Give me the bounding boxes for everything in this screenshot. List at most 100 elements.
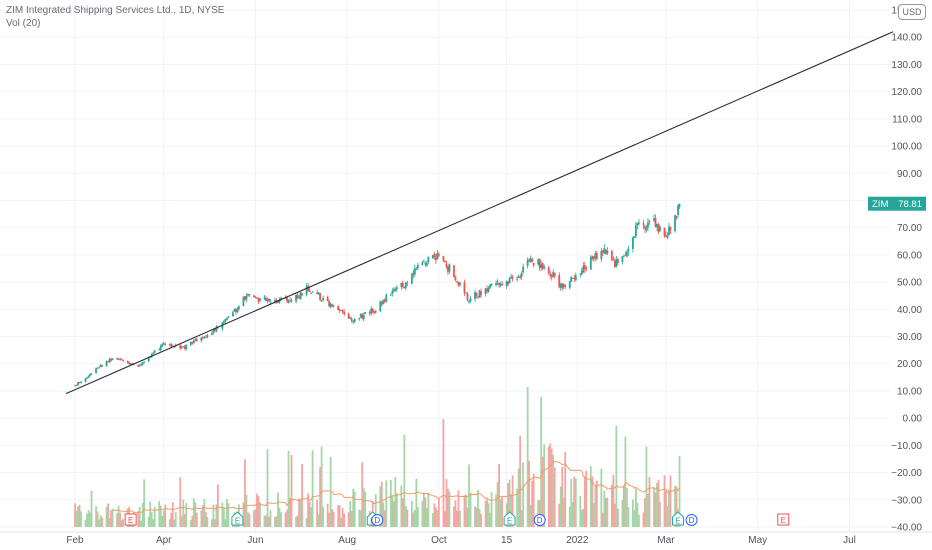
candle-body [675, 216, 678, 218]
volume-bar [195, 512, 198, 527]
candle-body [465, 292, 467, 294]
dividend-marker[interactable]: D [371, 514, 384, 526]
candle-body [152, 352, 155, 354]
volume-bar [105, 506, 108, 527]
volume-bar [98, 519, 100, 527]
dividend-marker[interactable]: D [685, 514, 698, 526]
volume-bar [656, 482, 658, 527]
y-tick-label: 140.00 [891, 33, 922, 44]
candle-body [99, 364, 102, 368]
candle-body [101, 365, 103, 367]
volume-indicator-label[interactable]: Vol (20) [6, 18, 41, 29]
time-axis[interactable]: Feb Apr Jun Aug Oct 15 2022 Mar May Jul [0, 531, 932, 546]
y-tick-label: 70.00 [897, 223, 922, 234]
volume-bar [87, 510, 90, 527]
candle-body [594, 253, 597, 258]
candle-body [247, 294, 249, 296]
candle-body [131, 363, 134, 365]
volume-bar [331, 509, 334, 527]
dividend-marker-label: D [537, 516, 543, 525]
volume-bar [253, 510, 255, 527]
volume-bar [328, 512, 331, 527]
candle-body [656, 223, 658, 228]
candle-body [410, 273, 413, 284]
candle-body [159, 345, 162, 351]
volume-bar [383, 510, 386, 527]
volume-bar [615, 425, 618, 527]
earnings-marker[interactable]: E [503, 511, 516, 526]
volume-bar [595, 480, 598, 527]
candle-body [257, 298, 260, 302]
candle-body [222, 321, 225, 323]
volume-bar [301, 463, 303, 527]
earnings-marker[interactable]: E [777, 513, 790, 526]
candle-body [478, 290, 481, 298]
candle-body [520, 273, 523, 278]
candle-body [529, 258, 532, 263]
candle-body [400, 282, 403, 287]
candle-body [242, 296, 245, 306]
candle-body [571, 277, 574, 279]
earnings-marker[interactable]: E [672, 511, 685, 526]
candle-body [511, 277, 514, 279]
y-tick-label: 30.00 [897, 332, 922, 343]
volume-bar [280, 512, 282, 527]
earnings-marker[interactable]: E [231, 511, 244, 526]
volume-bar [585, 470, 588, 527]
volume-bar [448, 491, 451, 527]
candle-body [433, 254, 436, 258]
currency-button[interactable]: USD [898, 4, 926, 20]
earnings-marker[interactable]: E [124, 513, 137, 526]
candle-body [469, 298, 472, 302]
candle-body [392, 289, 395, 292]
candlestick-series[interactable] [74, 203, 681, 387]
y-tick-label: −30.00 [891, 495, 922, 506]
volume-bar [266, 448, 269, 527]
x-tick-label: Jun [247, 535, 263, 546]
trendline[interactable] [65, 31, 894, 395]
candle-body [657, 224, 660, 233]
earnings-marker-label: E [128, 516, 133, 525]
candle-body [329, 303, 332, 307]
candle-body [401, 282, 404, 287]
candle-body [444, 260, 446, 263]
candle-body [137, 365, 140, 367]
volume-bar [416, 506, 419, 527]
dividend-marker[interactable]: D [533, 514, 546, 526]
x-tick-label: 2022 [566, 535, 589, 546]
volume-bar [520, 510, 523, 527]
event-markers[interactable]: EEEEEEDDD [124, 511, 790, 526]
candle-body [603, 248, 606, 254]
price-axis[interactable]: 150.00140.00130.00120.00110.00100.0090.0… [891, 6, 922, 534]
candle-body [499, 283, 502, 286]
volume-bar [286, 509, 288, 527]
dividend-marker-label: D [374, 516, 380, 525]
volume-bar [579, 495, 582, 527]
candle-body [256, 298, 258, 299]
last-price-badge: ZIM 78.81 [868, 196, 926, 211]
candle-body [583, 265, 586, 270]
candle-body [225, 318, 228, 320]
candle-body [541, 263, 544, 269]
candle-body [259, 298, 261, 301]
candle-body [580, 271, 583, 275]
chart-title: ZIM Integrated Shipping Services Ltd., 1… [6, 5, 225, 16]
x-tick-label: Mar [657, 535, 675, 546]
volume-bar [392, 501, 395, 527]
volume-bar [395, 492, 398, 527]
y-tick-label: −10.00 [891, 441, 922, 452]
trendline-drawing[interactable] [65, 31, 894, 395]
candle-body [233, 309, 236, 312]
volume-bar [159, 505, 162, 527]
candle-body [86, 377, 88, 379]
candle-body [263, 297, 266, 299]
volume-bar [657, 479, 660, 527]
candle-body [129, 363, 132, 365]
volume-bar [119, 512, 122, 527]
volume-bar [435, 507, 437, 527]
candle-body [96, 368, 99, 369]
volume-bar [122, 518, 125, 527]
volume-bar [161, 516, 164, 527]
volume-bar [213, 519, 216, 527]
